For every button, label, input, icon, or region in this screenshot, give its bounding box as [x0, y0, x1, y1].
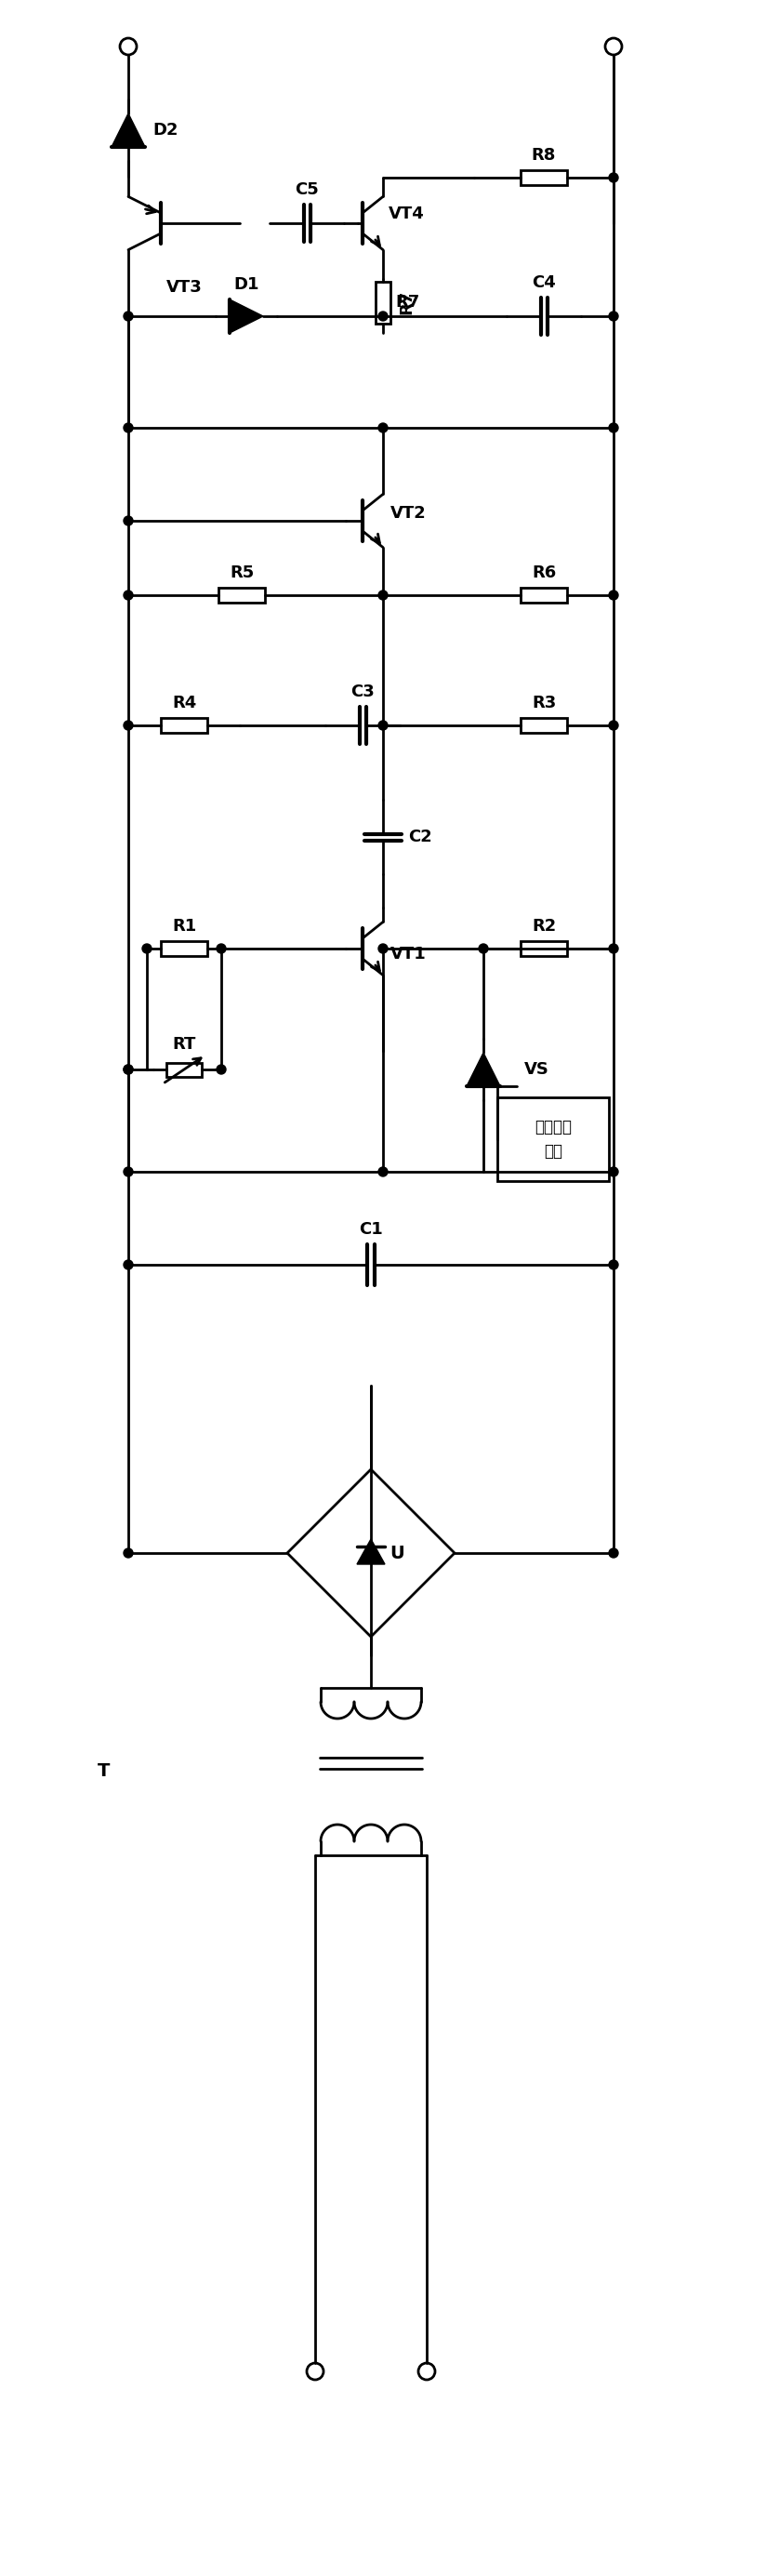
Text: R8: R8 [531, 147, 556, 165]
Circle shape [124, 1064, 133, 1074]
Text: C2: C2 [408, 829, 432, 845]
Text: D2: D2 [153, 121, 178, 139]
Text: T: T [97, 1762, 110, 1780]
Text: VT2: VT2 [390, 505, 426, 523]
Bar [497, 1097, 609, 1180]
Circle shape [479, 943, 488, 953]
Bar [160, 940, 207, 956]
Text: R7: R7 [398, 291, 414, 314]
Circle shape [609, 590, 619, 600]
Circle shape [124, 1064, 133, 1074]
Circle shape [609, 943, 619, 953]
Text: R5: R5 [230, 564, 254, 582]
Polygon shape [467, 1054, 500, 1087]
Bar [375, 281, 390, 322]
Circle shape [124, 515, 133, 526]
Text: VT1: VT1 [390, 945, 426, 963]
Circle shape [143, 943, 152, 953]
Text: VS: VS [524, 1061, 549, 1077]
Circle shape [609, 1167, 619, 1177]
Circle shape [609, 1548, 619, 1558]
Circle shape [609, 422, 619, 433]
Text: C3: C3 [351, 683, 375, 701]
Circle shape [379, 1167, 388, 1177]
Circle shape [217, 1064, 226, 1074]
Circle shape [124, 422, 133, 433]
Circle shape [124, 721, 133, 729]
Bar [520, 940, 567, 956]
Circle shape [609, 1260, 619, 1270]
Text: R2: R2 [531, 917, 556, 935]
Circle shape [379, 312, 388, 322]
Circle shape [124, 1167, 133, 1177]
Circle shape [217, 943, 226, 953]
Text: 集成稳压
电路: 集成稳压 电路 [534, 1118, 572, 1159]
Text: R4: R4 [172, 696, 196, 711]
Circle shape [124, 312, 133, 322]
Bar [160, 719, 207, 732]
Circle shape [379, 721, 388, 729]
Circle shape [379, 422, 388, 433]
Bar [218, 587, 265, 603]
Text: D1: D1 [234, 276, 259, 294]
Circle shape [609, 721, 619, 729]
Bar [520, 170, 567, 185]
Circle shape [609, 173, 619, 183]
Text: VT3: VT3 [167, 278, 203, 296]
Text: R3: R3 [531, 696, 556, 711]
Text: R6: R6 [531, 564, 556, 582]
Text: U: U [390, 1543, 404, 1561]
Circle shape [379, 590, 388, 600]
Bar [520, 719, 567, 732]
Text: VT4: VT4 [389, 206, 425, 222]
Text: C4: C4 [532, 273, 555, 291]
Polygon shape [357, 1538, 385, 1564]
Circle shape [124, 1260, 133, 1270]
Polygon shape [230, 299, 263, 332]
Text: C1: C1 [359, 1221, 382, 1239]
Circle shape [609, 312, 619, 322]
Text: C5: C5 [294, 180, 319, 198]
Bar [167, 1061, 202, 1077]
Polygon shape [111, 113, 145, 147]
Circle shape [124, 1548, 133, 1558]
Text: R7: R7 [395, 294, 419, 312]
Text: RT: RT [172, 1036, 196, 1054]
Circle shape [379, 943, 388, 953]
Circle shape [124, 590, 133, 600]
Bar [520, 587, 567, 603]
Text: R1: R1 [172, 917, 196, 935]
